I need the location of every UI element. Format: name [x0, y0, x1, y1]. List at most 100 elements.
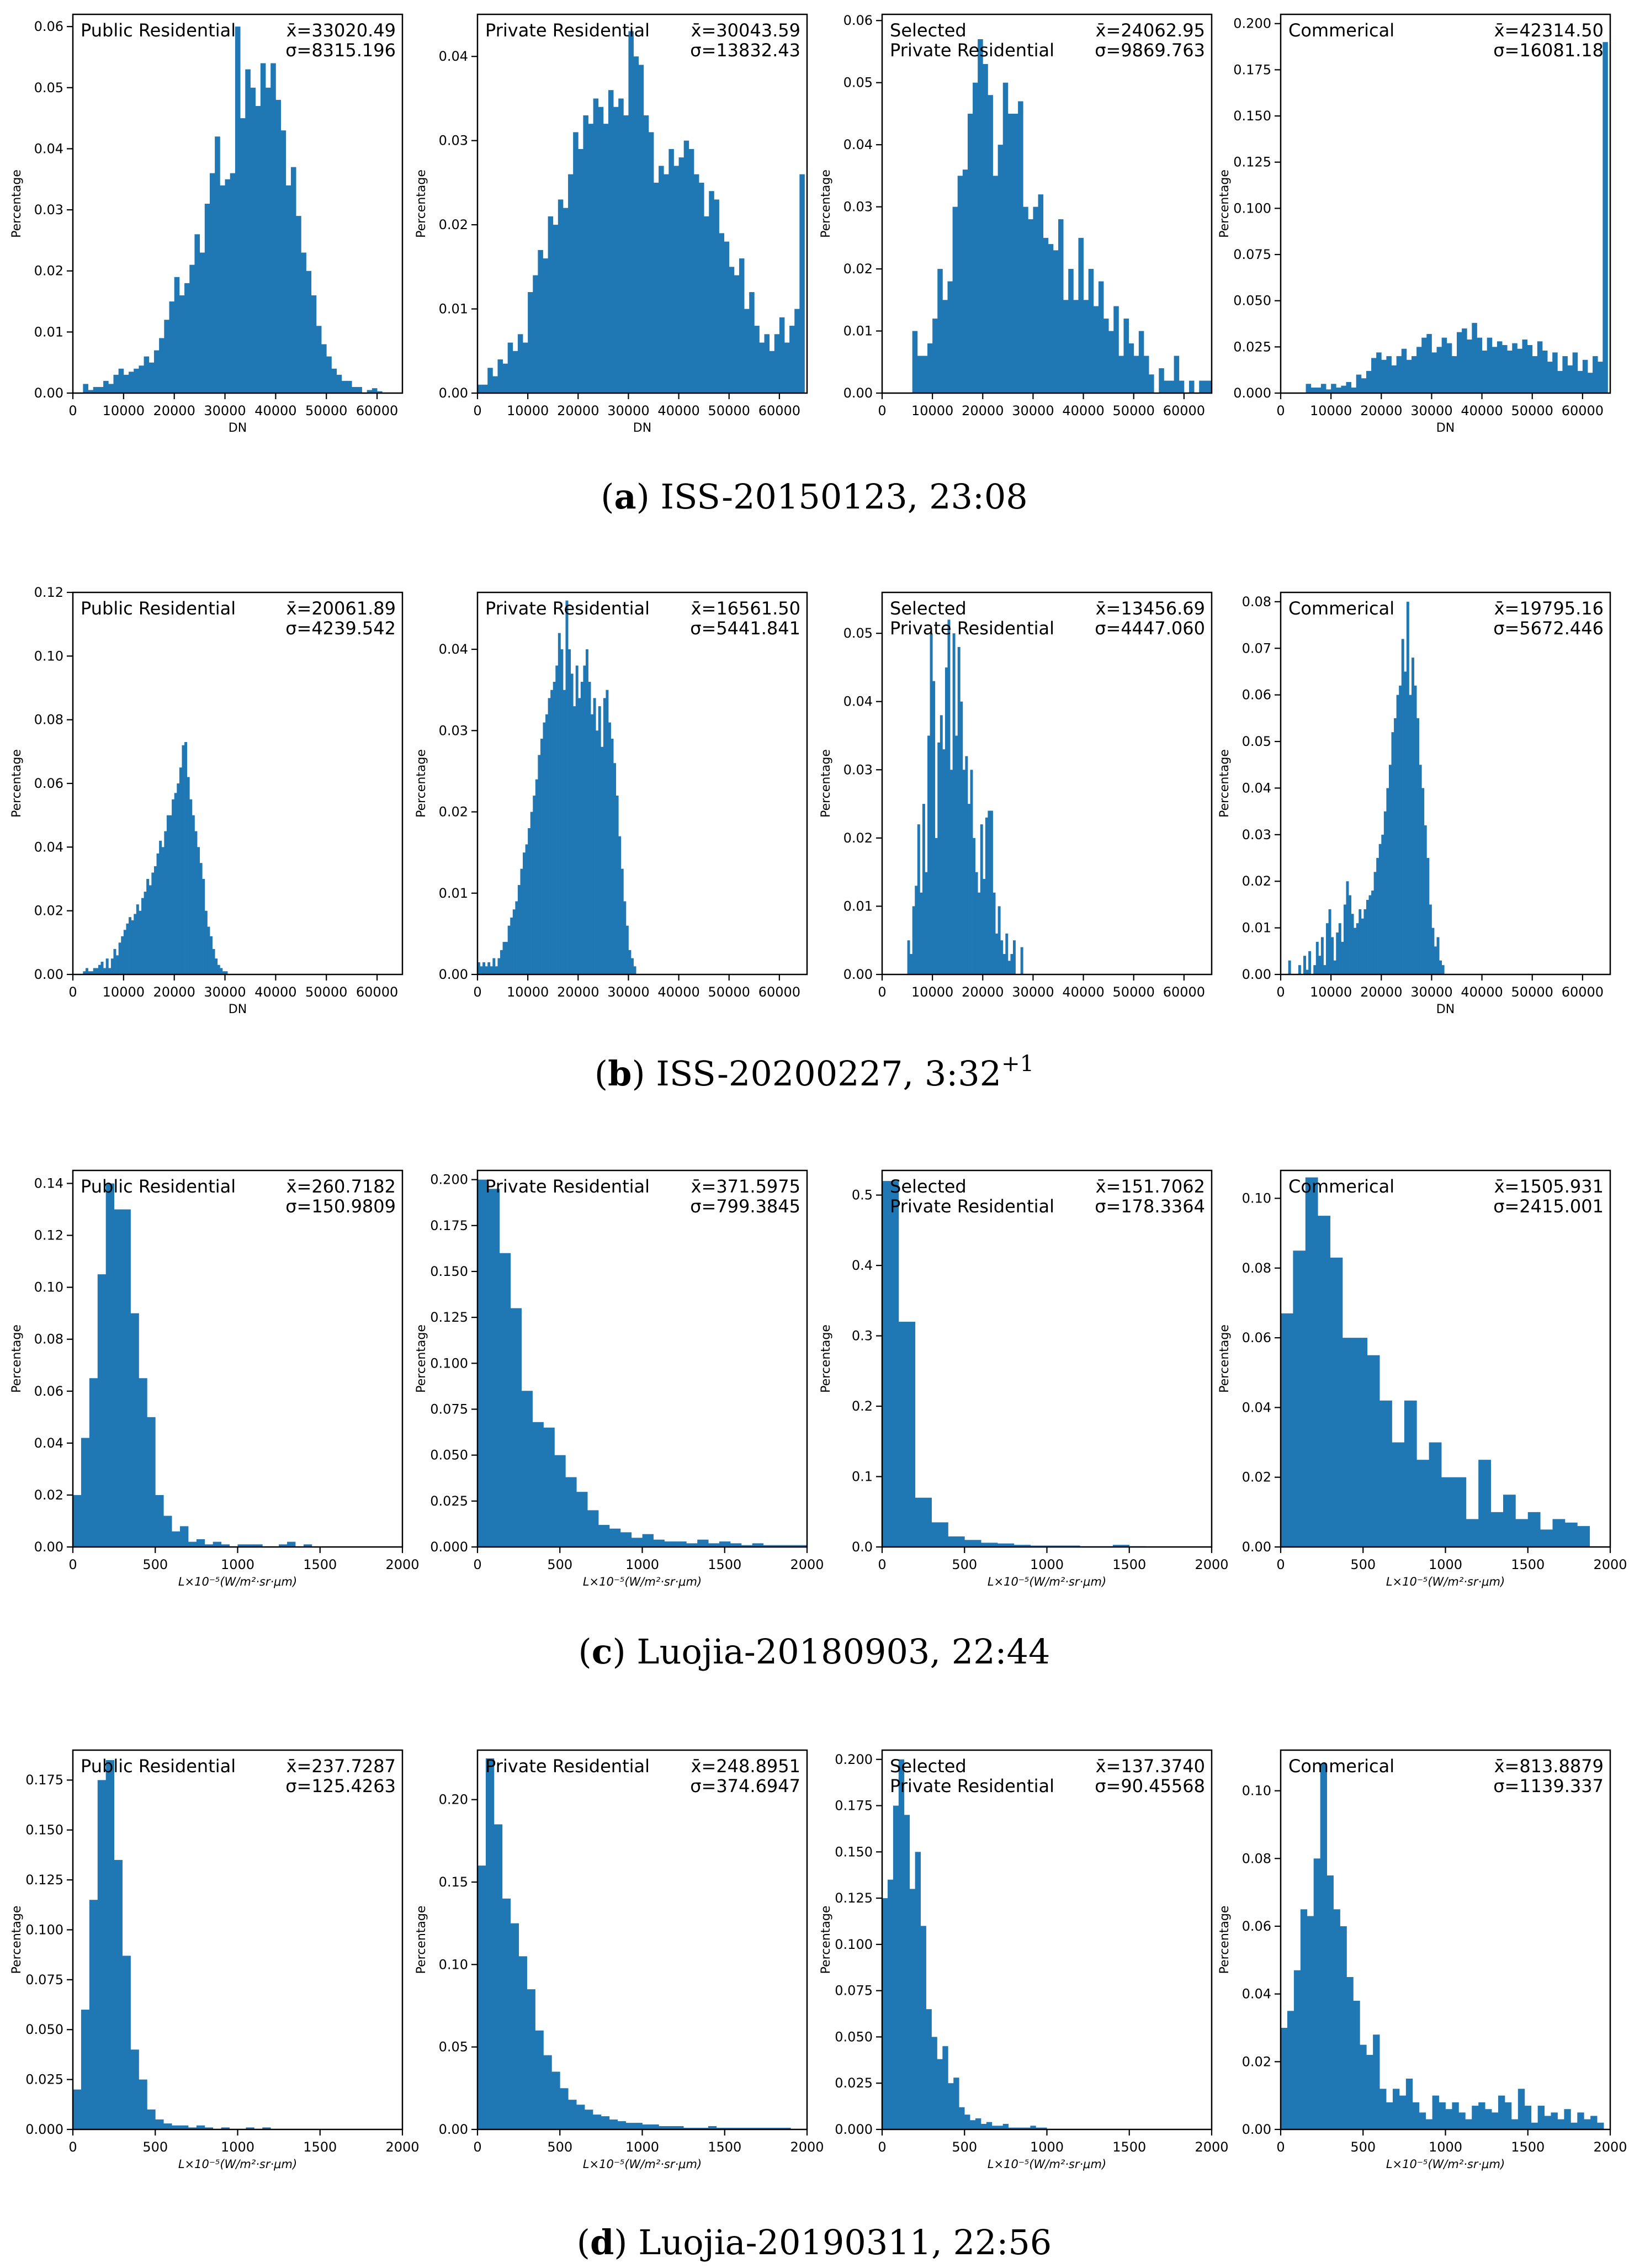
caption-open-paren: ( [601, 476, 614, 517]
histogram-bar [764, 334, 770, 393]
histogram-bar [1512, 343, 1517, 393]
x-axis-label: L×10⁻⁵(W/m²·sr·μm) [178, 2158, 297, 2171]
histogram-bar [1108, 331, 1114, 393]
y-tick-label: 0.06 [1242, 1330, 1271, 1345]
histogram-bars [477, 1179, 808, 1547]
histogram-bar [482, 962, 486, 974]
histogram-bar [730, 1543, 742, 1547]
histogram-bar [321, 344, 327, 393]
histogram-bar [497, 958, 501, 974]
y-tick-label: 0.175 [25, 1772, 63, 1788]
histogram-bar [114, 1209, 123, 1547]
histogram-bar [686, 1543, 698, 1547]
histogram-bar [1341, 941, 1344, 974]
histogram-bar [904, 1815, 910, 2129]
x-tick-label: 60000 [356, 403, 398, 418]
histogram-bar [1492, 2112, 1499, 2129]
histogram-bar [774, 334, 780, 393]
histogram-bar [568, 649, 571, 974]
y-tick-label: 0.04 [843, 694, 873, 709]
histogram-bar [518, 1956, 527, 2129]
sigma-stat: σ=125.4263 [285, 1776, 396, 1797]
histogram-bar [130, 2049, 139, 2129]
histogram-bar [988, 810, 991, 974]
category-label: Private Residential [890, 40, 1054, 61]
histogram-bar [331, 368, 337, 393]
y-tick-label: 0.050 [25, 2022, 63, 2037]
histogram-bar [625, 925, 629, 974]
histogram-bar [530, 812, 533, 974]
y-tick-label: 0.04 [34, 1435, 63, 1451]
histogram-bar [1577, 1526, 1590, 1547]
histogram-bar [169, 815, 172, 974]
histogram-bar [611, 739, 614, 974]
histogram-bar [613, 763, 617, 974]
histogram-bar [1343, 904, 1346, 974]
histogram-bar [1133, 356, 1139, 393]
histogram-bar [525, 844, 528, 974]
histogram-bar [1416, 718, 1420, 974]
histogram-bar [1103, 319, 1109, 393]
y-tick-label: 0.150 [835, 1844, 873, 1859]
histogram-bar [177, 783, 180, 974]
histogram-bar [1544, 2116, 1551, 2129]
histogram-bar [1517, 2089, 1525, 2129]
y-tick-label: 0.02 [843, 830, 873, 846]
histogram-bar [576, 2105, 585, 2129]
y-tick-label: 0.04 [34, 141, 63, 156]
histogram-bar [587, 1510, 599, 1547]
histogram-bar [588, 124, 594, 393]
histogram-bar [603, 698, 606, 974]
histogram-bar [1199, 380, 1204, 393]
histogram-bar [105, 958, 109, 974]
histogram-bar [1033, 206, 1038, 393]
histogram-bar [940, 715, 943, 974]
y-tick-label: 0.08 [1242, 1851, 1271, 1866]
histogram-bar [1453, 1477, 1467, 1547]
sigma-stat: σ=8315.196 [285, 40, 396, 61]
histogram-bar [1386, 788, 1389, 974]
mean-stat: x̄=33020.49 [286, 20, 396, 41]
histogram-bar [492, 958, 496, 974]
histogram-bar [1603, 42, 1608, 393]
histogram-bar [1330, 1257, 1343, 1547]
histogram-bars [882, 1759, 1047, 2129]
histogram-bar [1531, 2122, 1538, 2129]
histogram-bar [973, 838, 976, 974]
x-tick-label: 500 [142, 2139, 168, 2155]
histogram-bar [1030, 2126, 1036, 2129]
histogram-bar [535, 2030, 544, 2129]
histogram-bar [147, 2109, 156, 2129]
x-tick-label: 2000 [1195, 1557, 1228, 1572]
histogram-bar [225, 971, 228, 974]
histogram-bar [1405, 2078, 1413, 2129]
x-tick-label: 500 [547, 2139, 572, 2155]
histogram-bar [965, 756, 968, 974]
histogram-bar [492, 376, 498, 393]
histogram-bar [964, 1540, 981, 1547]
histogram-bar [1366, 370, 1372, 393]
histogram-bar [1030, 1545, 1047, 1547]
x-tick-label: 30000 [1410, 403, 1452, 418]
histogram-bar [255, 105, 261, 393]
histogram-bar [139, 910, 142, 974]
histogram-bar [592, 2115, 602, 2129]
histogram-bar [485, 966, 488, 974]
histogram-bar [997, 2126, 1004, 2129]
histogram-bar [609, 2119, 618, 2129]
histogram-bar [98, 386, 104, 393]
histogram-bar [1188, 380, 1195, 393]
histogram-bar [301, 252, 306, 393]
mean-stat: x̄=813.8879 [1494, 1756, 1604, 1777]
histogram-bar [159, 338, 165, 393]
y-tick-label: 0.125 [1233, 155, 1271, 170]
y-tick-label: 0.100 [430, 1355, 468, 1371]
histogram-bar [1379, 2089, 1387, 2129]
histogram-bar [1416, 1460, 1430, 1547]
histogram-bars [1281, 1763, 1604, 2129]
mean-stat: x̄=137.3740 [1096, 1756, 1205, 1777]
histogram-bar [1552, 352, 1558, 393]
histogram-bar [1298, 965, 1301, 974]
y-tick-label: 0.00 [439, 385, 468, 401]
histogram-bar [1002, 2123, 1009, 2129]
